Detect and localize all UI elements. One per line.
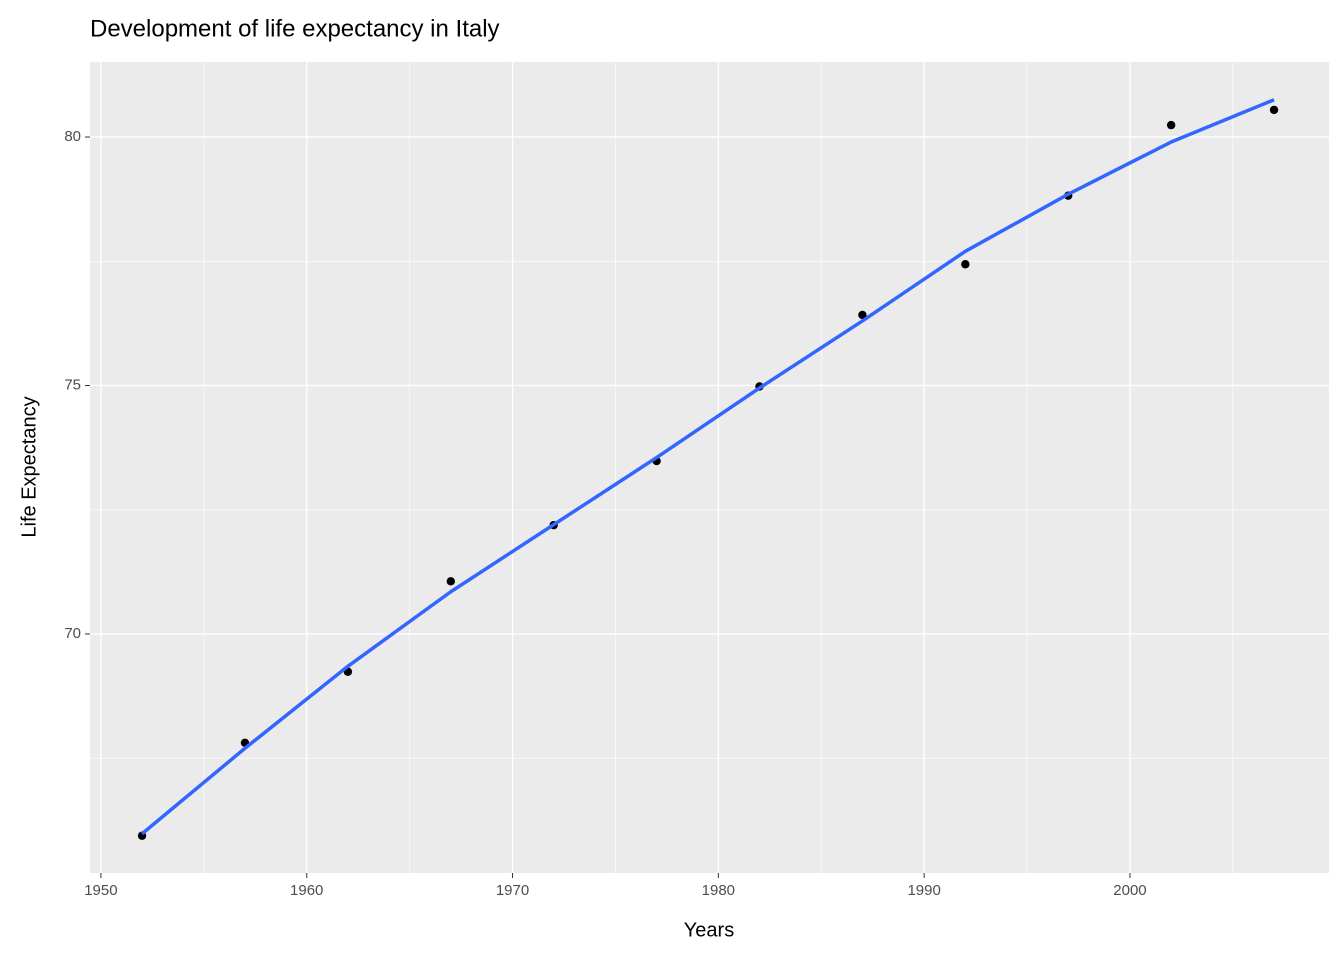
smooth-line [140, 98, 1275, 836]
x-tick-label: 1950 [84, 882, 117, 899]
x-tick-label: 1980 [702, 882, 735, 899]
y-tick-label: 80 [64, 128, 81, 145]
y-axis-title: Life Expectancy [18, 396, 40, 537]
y-tick-label: 75 [64, 376, 81, 393]
plot-panel [90, 62, 1329, 873]
point [1166, 120, 1176, 130]
x-tick-label: 1990 [907, 882, 940, 899]
x-axis-title: Years [684, 919, 734, 941]
x-tick-label: 2000 [1113, 882, 1146, 899]
point [1269, 105, 1279, 115]
point [446, 577, 455, 586]
point [858, 310, 867, 320]
chart-title: Development of life expectancy in Italy [90, 15, 500, 42]
x-tick-label: 1970 [496, 882, 529, 899]
y-tick-label: 70 [64, 625, 81, 642]
point [961, 260, 970, 269]
x-tick-label: 1960 [290, 882, 323, 899]
